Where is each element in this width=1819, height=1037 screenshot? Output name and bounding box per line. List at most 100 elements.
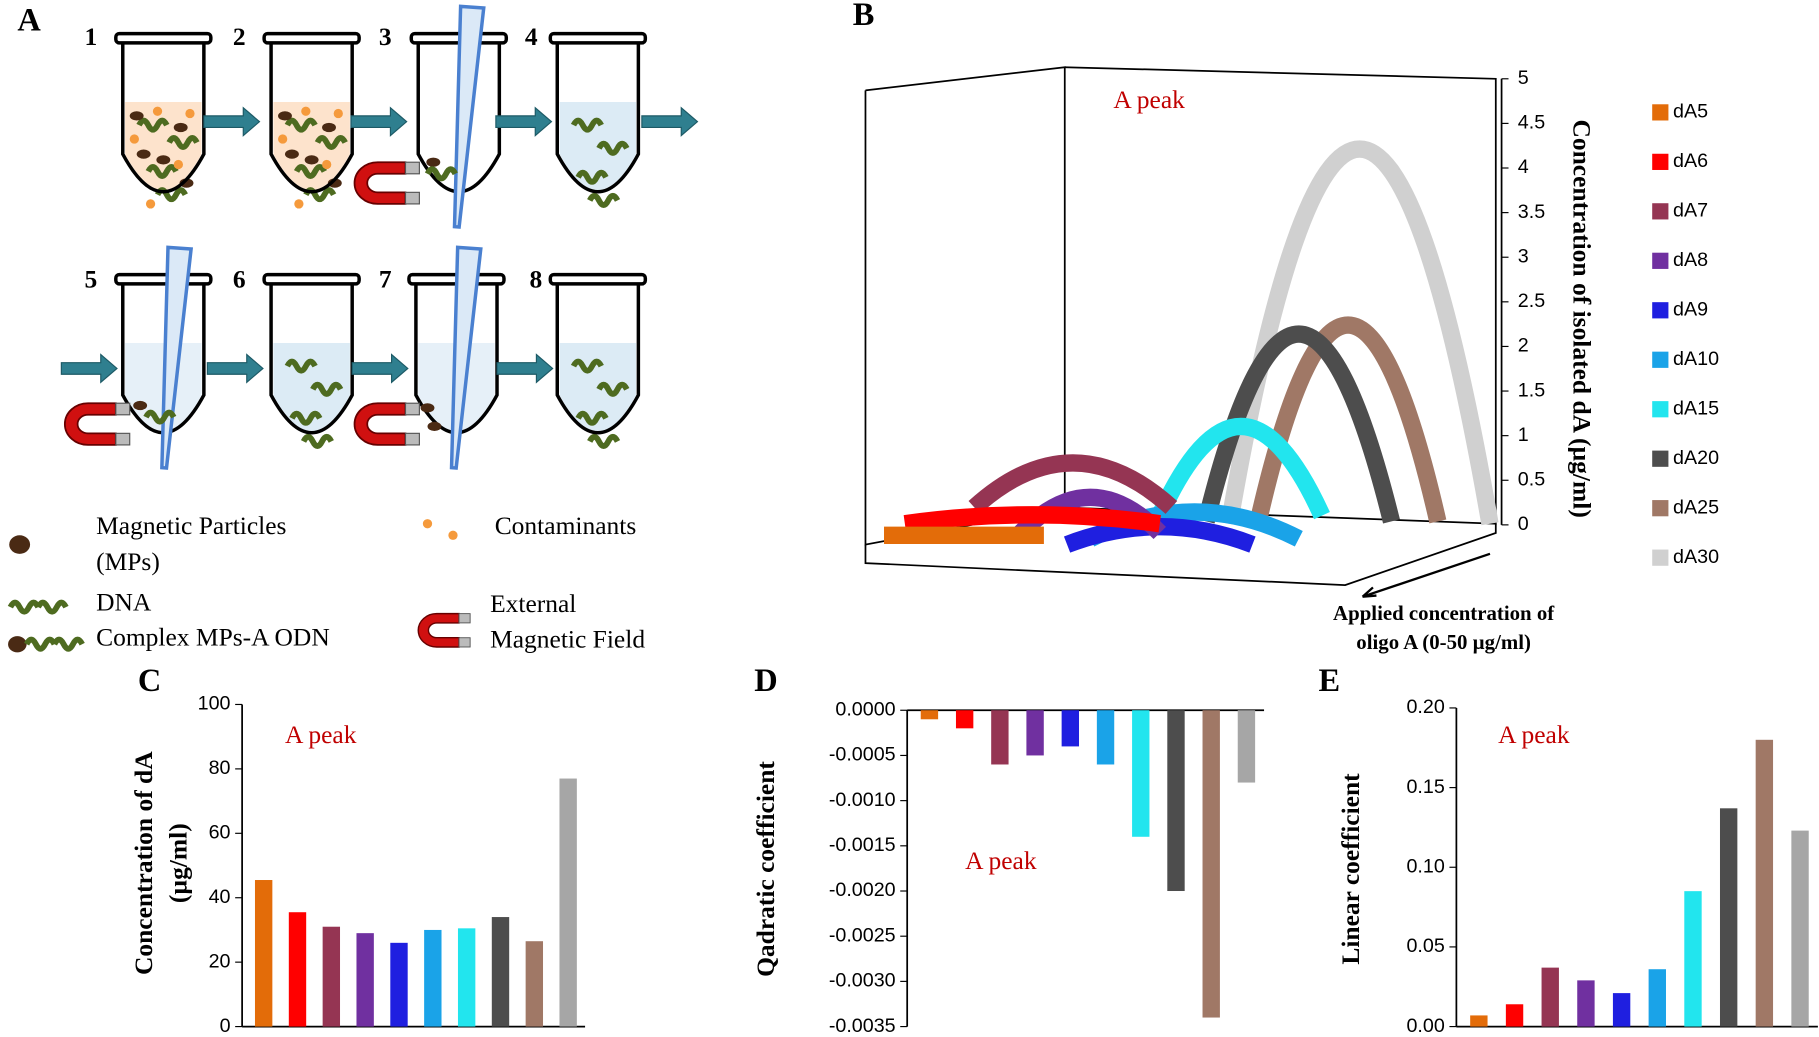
y-tick-label: 0.5 — [1518, 468, 1545, 490]
ribbon — [968, 454, 1178, 514]
legend-label: dA6 — [1673, 150, 1708, 172]
y-tick-label: 3.5 — [1518, 201, 1545, 223]
bar — [322, 926, 341, 1027]
y-tick-label: 80 — [209, 757, 231, 779]
legend-icon — [27, 640, 55, 649]
bar — [1061, 710, 1080, 747]
bar — [559, 778, 577, 1027]
y-tick-label: -0.0035 — [829, 1015, 896, 1037]
step-label: 2 — [233, 22, 246, 51]
particles — [426, 157, 441, 167]
legend-label: dA9 — [1673, 298, 1708, 320]
y-tick-label: 0.20 — [1406, 696, 1444, 718]
legend-swatch — [1652, 302, 1669, 319]
y-tick-label: 100 — [198, 693, 231, 715]
y-tick-label: 0.0000 — [835, 698, 895, 720]
legend-label: dA15 — [1673, 397, 1719, 419]
panel-label: D — [754, 663, 777, 699]
ribbon — [1249, 316, 1447, 524]
panel-label: E — [1319, 663, 1341, 699]
magnet — [353, 402, 421, 446]
legend-text: External — [490, 589, 576, 618]
annotation: A peak — [1113, 85, 1185, 114]
arrow — [641, 107, 699, 137]
bar — [1132, 710, 1150, 837]
particles — [420, 403, 435, 413]
bar — [356, 933, 374, 1027]
y-tick-label: 5 — [1518, 67, 1529, 89]
panel-label: C — [138, 663, 161, 699]
y-tick-label: 0.05 — [1406, 935, 1444, 957]
legend-swatch — [1652, 252, 1669, 269]
panel-label: B — [853, 0, 875, 33]
bar — [1167, 710, 1185, 892]
y-axis-label: Linear coefficient — [1336, 773, 1365, 965]
y-tick-label: 1 — [1518, 424, 1529, 446]
y-tick-label: -0.0005 — [829, 744, 896, 766]
bar — [1791, 830, 1809, 1027]
legend-icon — [10, 603, 38, 612]
y-tick-label: 2 — [1518, 335, 1529, 357]
legend-text: (MPs) — [96, 547, 160, 576]
legend-swatch — [1652, 401, 1669, 418]
legend-swatch — [1652, 500, 1669, 517]
legend-icon — [448, 530, 458, 540]
y-tick-label: -0.0010 — [829, 789, 896, 811]
y-tick-label: 2.5 — [1518, 290, 1545, 312]
y-tick-label: 1.5 — [1518, 379, 1545, 401]
y-tick-label: 0.10 — [1406, 855, 1444, 877]
y-tick-label: 3 — [1518, 245, 1529, 267]
y-tick-label: 0 — [220, 1015, 231, 1037]
arrow — [203, 107, 261, 137]
ribbon — [903, 506, 1161, 533]
legend-label: dA5 — [1673, 101, 1708, 123]
legend-label: dA10 — [1673, 348, 1719, 370]
legend-swatch — [1652, 351, 1669, 368]
arrow — [206, 353, 264, 383]
bar — [920, 710, 939, 720]
legend-icon — [38, 603, 66, 612]
step-label: 8 — [529, 264, 542, 293]
y-axis-label: Concentration of isolated dA (µg/ml) — [1567, 119, 1596, 517]
bar — [1202, 710, 1220, 1018]
legend-text: Magnetic Particles — [96, 511, 286, 540]
legend-text: Complex MPs-A ODN — [96, 622, 330, 651]
x-axis-label: oligo A (0-50 µg/ml) — [1356, 630, 1531, 654]
bar — [525, 941, 544, 1027]
bar — [1237, 710, 1256, 783]
panel-label: A — [17, 3, 41, 39]
bar — [1612, 993, 1631, 1027]
legend-text: Magnetic Field — [490, 625, 645, 654]
y-tick-label: 20 — [209, 950, 231, 972]
annotation: A peak — [1498, 720, 1570, 749]
bar — [457, 928, 476, 1027]
y-tick-label: -0.0030 — [829, 970, 896, 992]
step-label: 7 — [379, 264, 392, 293]
bar — [288, 912, 307, 1027]
y-axis-label: Concentration of dA — [129, 751, 158, 975]
bar — [491, 917, 510, 1027]
y-tick-label: 40 — [209, 886, 231, 908]
arrow — [60, 353, 118, 383]
bar — [1648, 969, 1666, 1027]
y-axis-label: Qadratic coefficient — [751, 761, 780, 977]
bar — [955, 710, 974, 729]
legend-label: dA20 — [1673, 447, 1719, 469]
y-tick-label: -0.0020 — [829, 879, 896, 901]
bar — [1470, 1015, 1488, 1027]
legend-label: dA7 — [1673, 200, 1708, 222]
axis-arrow — [1361, 552, 1491, 598]
legend-icon — [422, 519, 433, 529]
legend-swatch — [1652, 450, 1669, 467]
legend-label: dA25 — [1673, 496, 1719, 518]
bar — [1755, 739, 1774, 1027]
step-label: 4 — [525, 22, 538, 51]
legend-text: Contaminants — [495, 511, 637, 540]
bar — [991, 710, 1009, 765]
arrow — [496, 353, 554, 383]
bar — [1026, 710, 1044, 756]
legend-swatch — [1652, 104, 1669, 121]
arrow — [351, 353, 409, 383]
